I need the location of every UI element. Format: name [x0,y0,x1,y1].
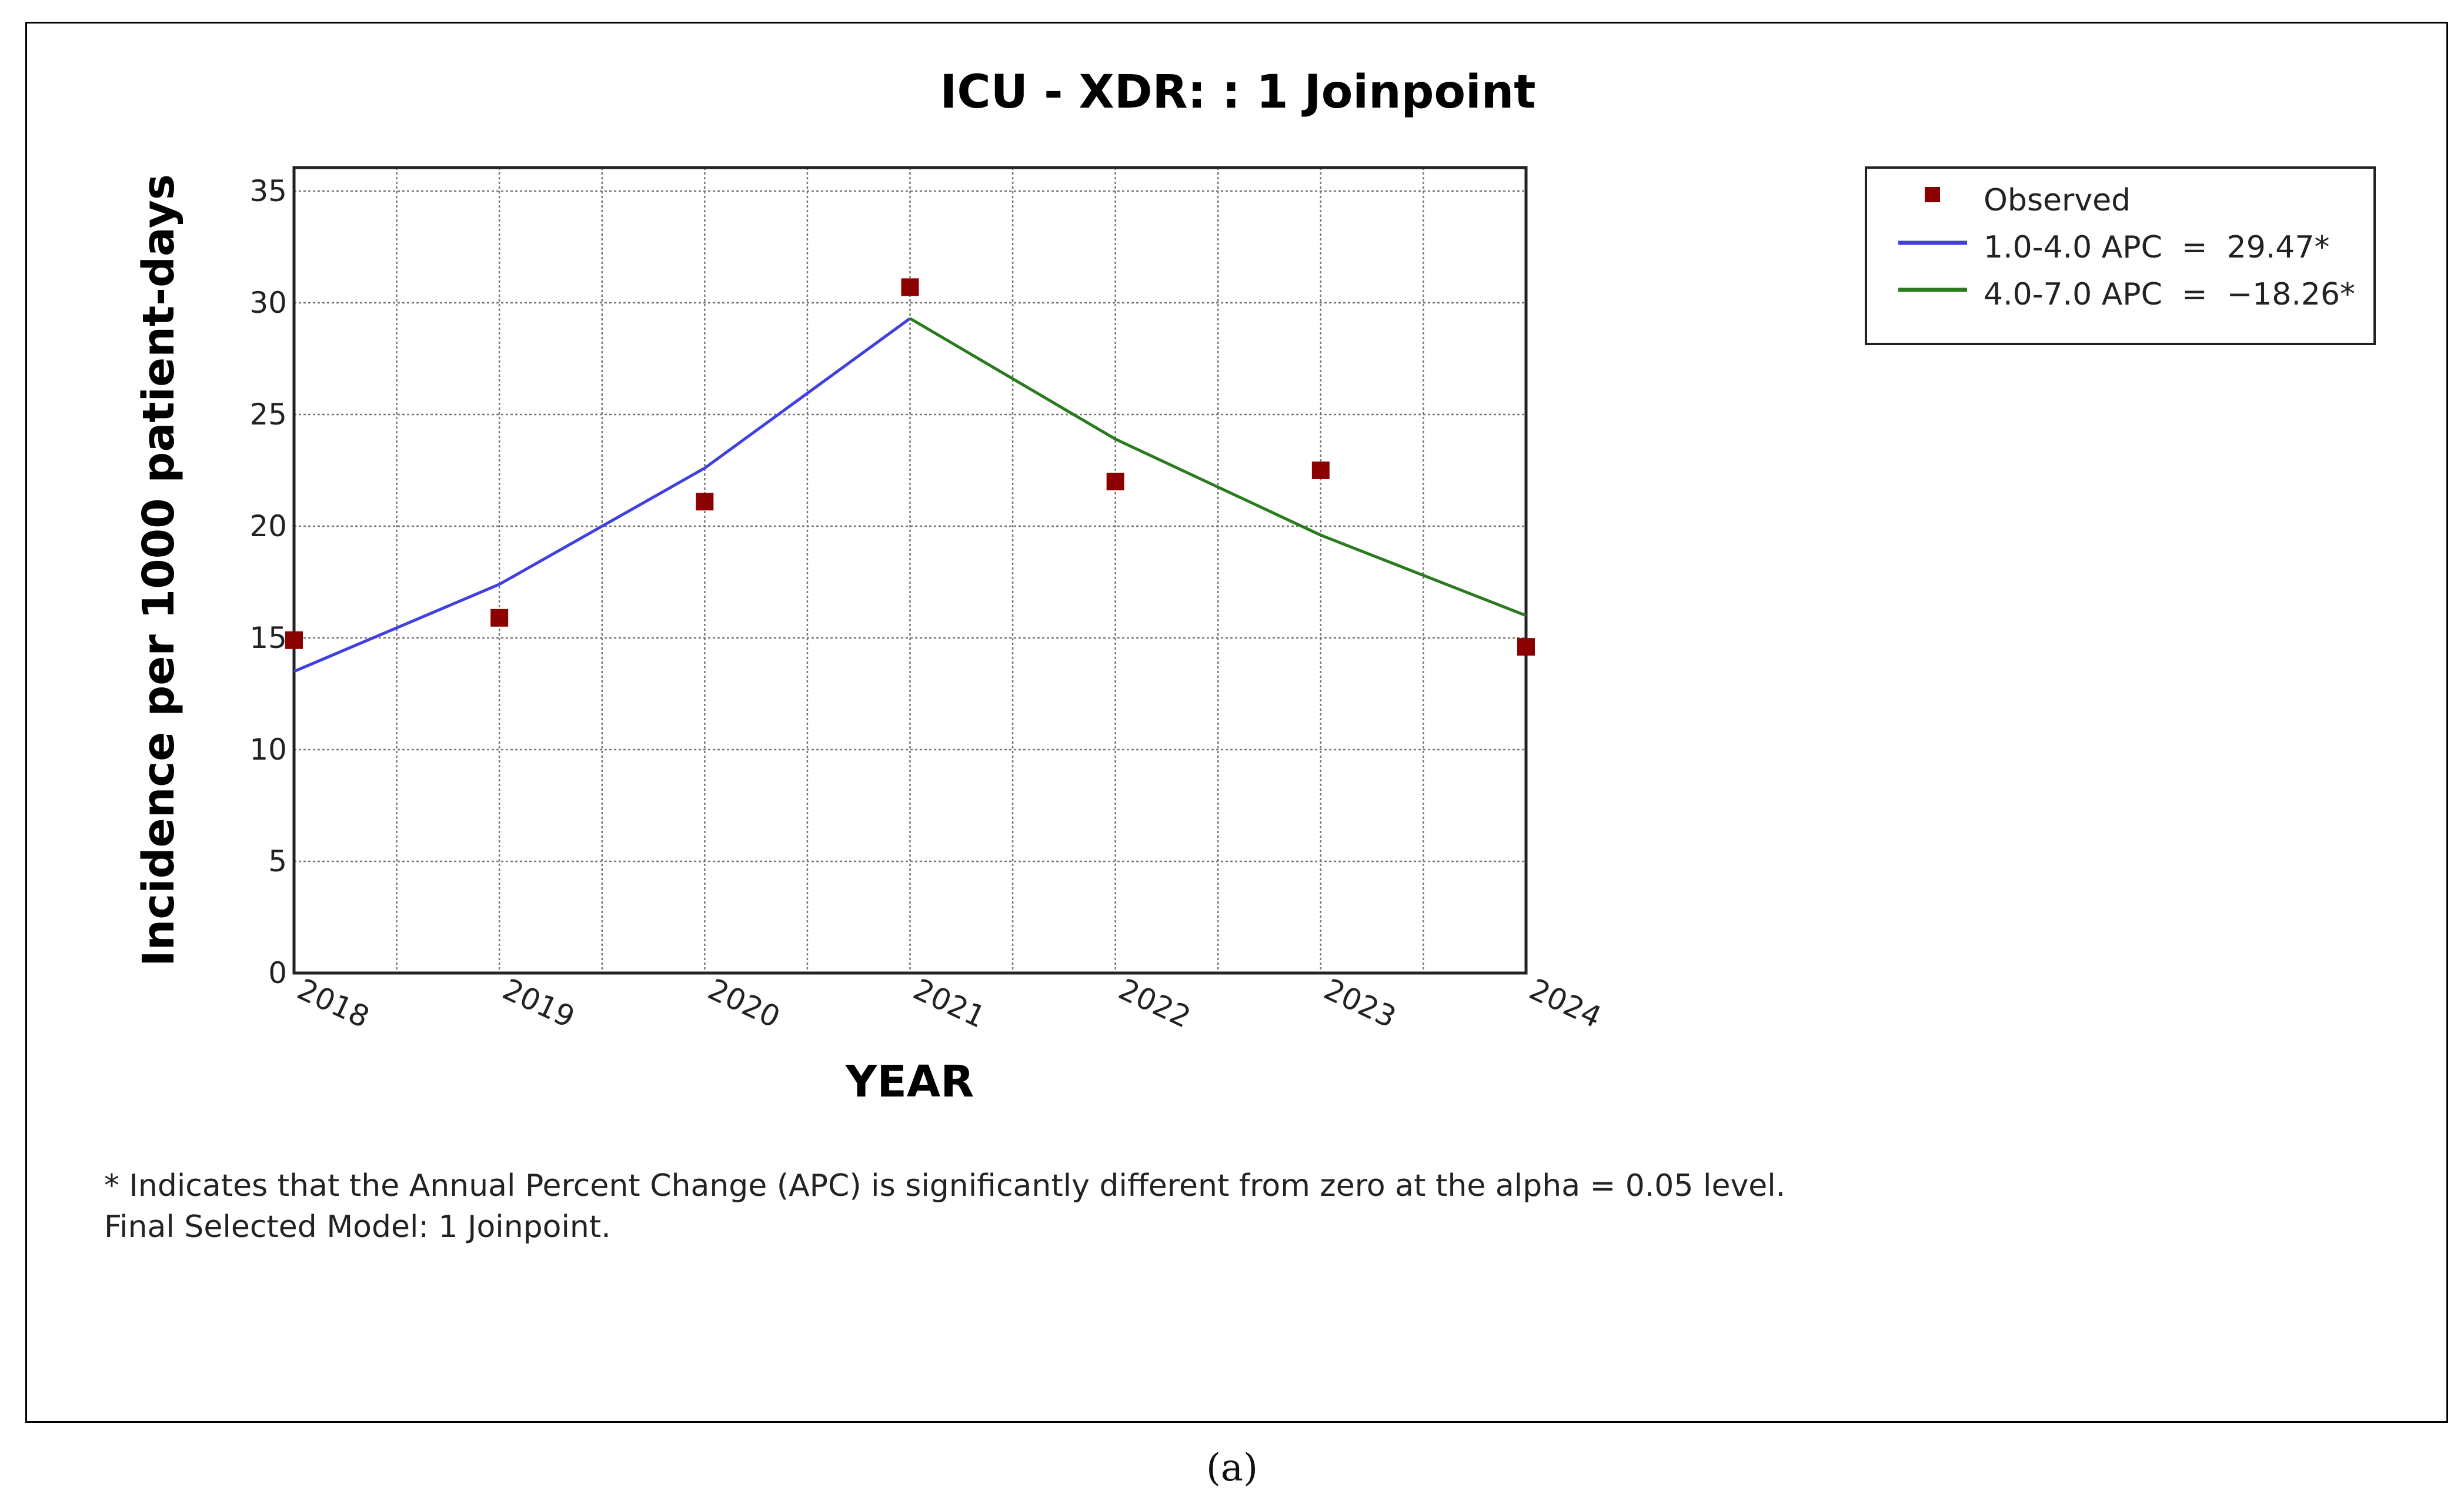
y-tick-label: 15 [249,621,287,655]
x-tick-label: 2024 [1524,972,1607,1034]
series [285,278,1535,673]
legend-label-observed: Observed [1984,183,2131,218]
observed-point [696,493,714,511]
observed-point [490,609,509,627]
fit-line-segment2 [909,317,1527,617]
legend-marker-observed [1925,187,1940,202]
observed-point [1311,462,1330,479]
figure-frame [25,22,2448,1423]
y-axis-label: Incidence per 1000 patient-days [133,174,184,967]
y-tick-label: 30 [249,286,287,320]
x-tick-label: 2023 [1319,972,1401,1034]
x-axis-ticks: 2018 2019 2020 2021 2022 2023 2024 [292,972,1607,1034]
observed-point [1106,473,1124,490]
observed-point [901,278,919,296]
x-tick-label: 2022 [1114,972,1196,1034]
fit-line-segment1 [293,317,911,673]
chart-title: ICU - XDR: : 1 Joinpoint [940,66,1535,119]
x-axis-label: YEAR [845,1057,974,1107]
legend-box [1865,166,2376,345]
y-tick-label: 35 [249,174,287,208]
x-tick-label: 2021 [908,972,990,1034]
legend-label-segment2: 4.0-7.0 APC = −18.26* [1984,277,2355,312]
y-tick-label: 0 [268,956,287,990]
model-note: Final Selected Model: 1 Joinpoint. [104,1209,611,1245]
y-axis-ticks: 0 5 10 15 20 25 30 35 [249,174,287,990]
observed-point [1517,638,1535,656]
observed-point [285,631,303,649]
significance-note: * Indicates that the Annual Percent Chan… [104,1168,1786,1204]
legend: Observed 1.0-4.0 APC = 29.47* 4.0-7.0 AP… [1865,166,2376,345]
x-tick-label: 2018 [292,972,375,1034]
grid [294,168,1526,973]
figure-caption: (a) [1206,1446,1258,1490]
y-tick-label: 10 [249,733,287,767]
x-tick-label: 2020 [703,972,785,1034]
x-tick-label: 2019 [498,972,580,1034]
y-tick-label: 25 [249,397,287,432]
y-tick-label: 20 [249,509,287,543]
legend-label-segment1: 1.0-4.0 APC = 29.47* [1984,230,2329,265]
plot-area-frame [292,166,1528,975]
y-tick-label: 5 [268,844,287,878]
